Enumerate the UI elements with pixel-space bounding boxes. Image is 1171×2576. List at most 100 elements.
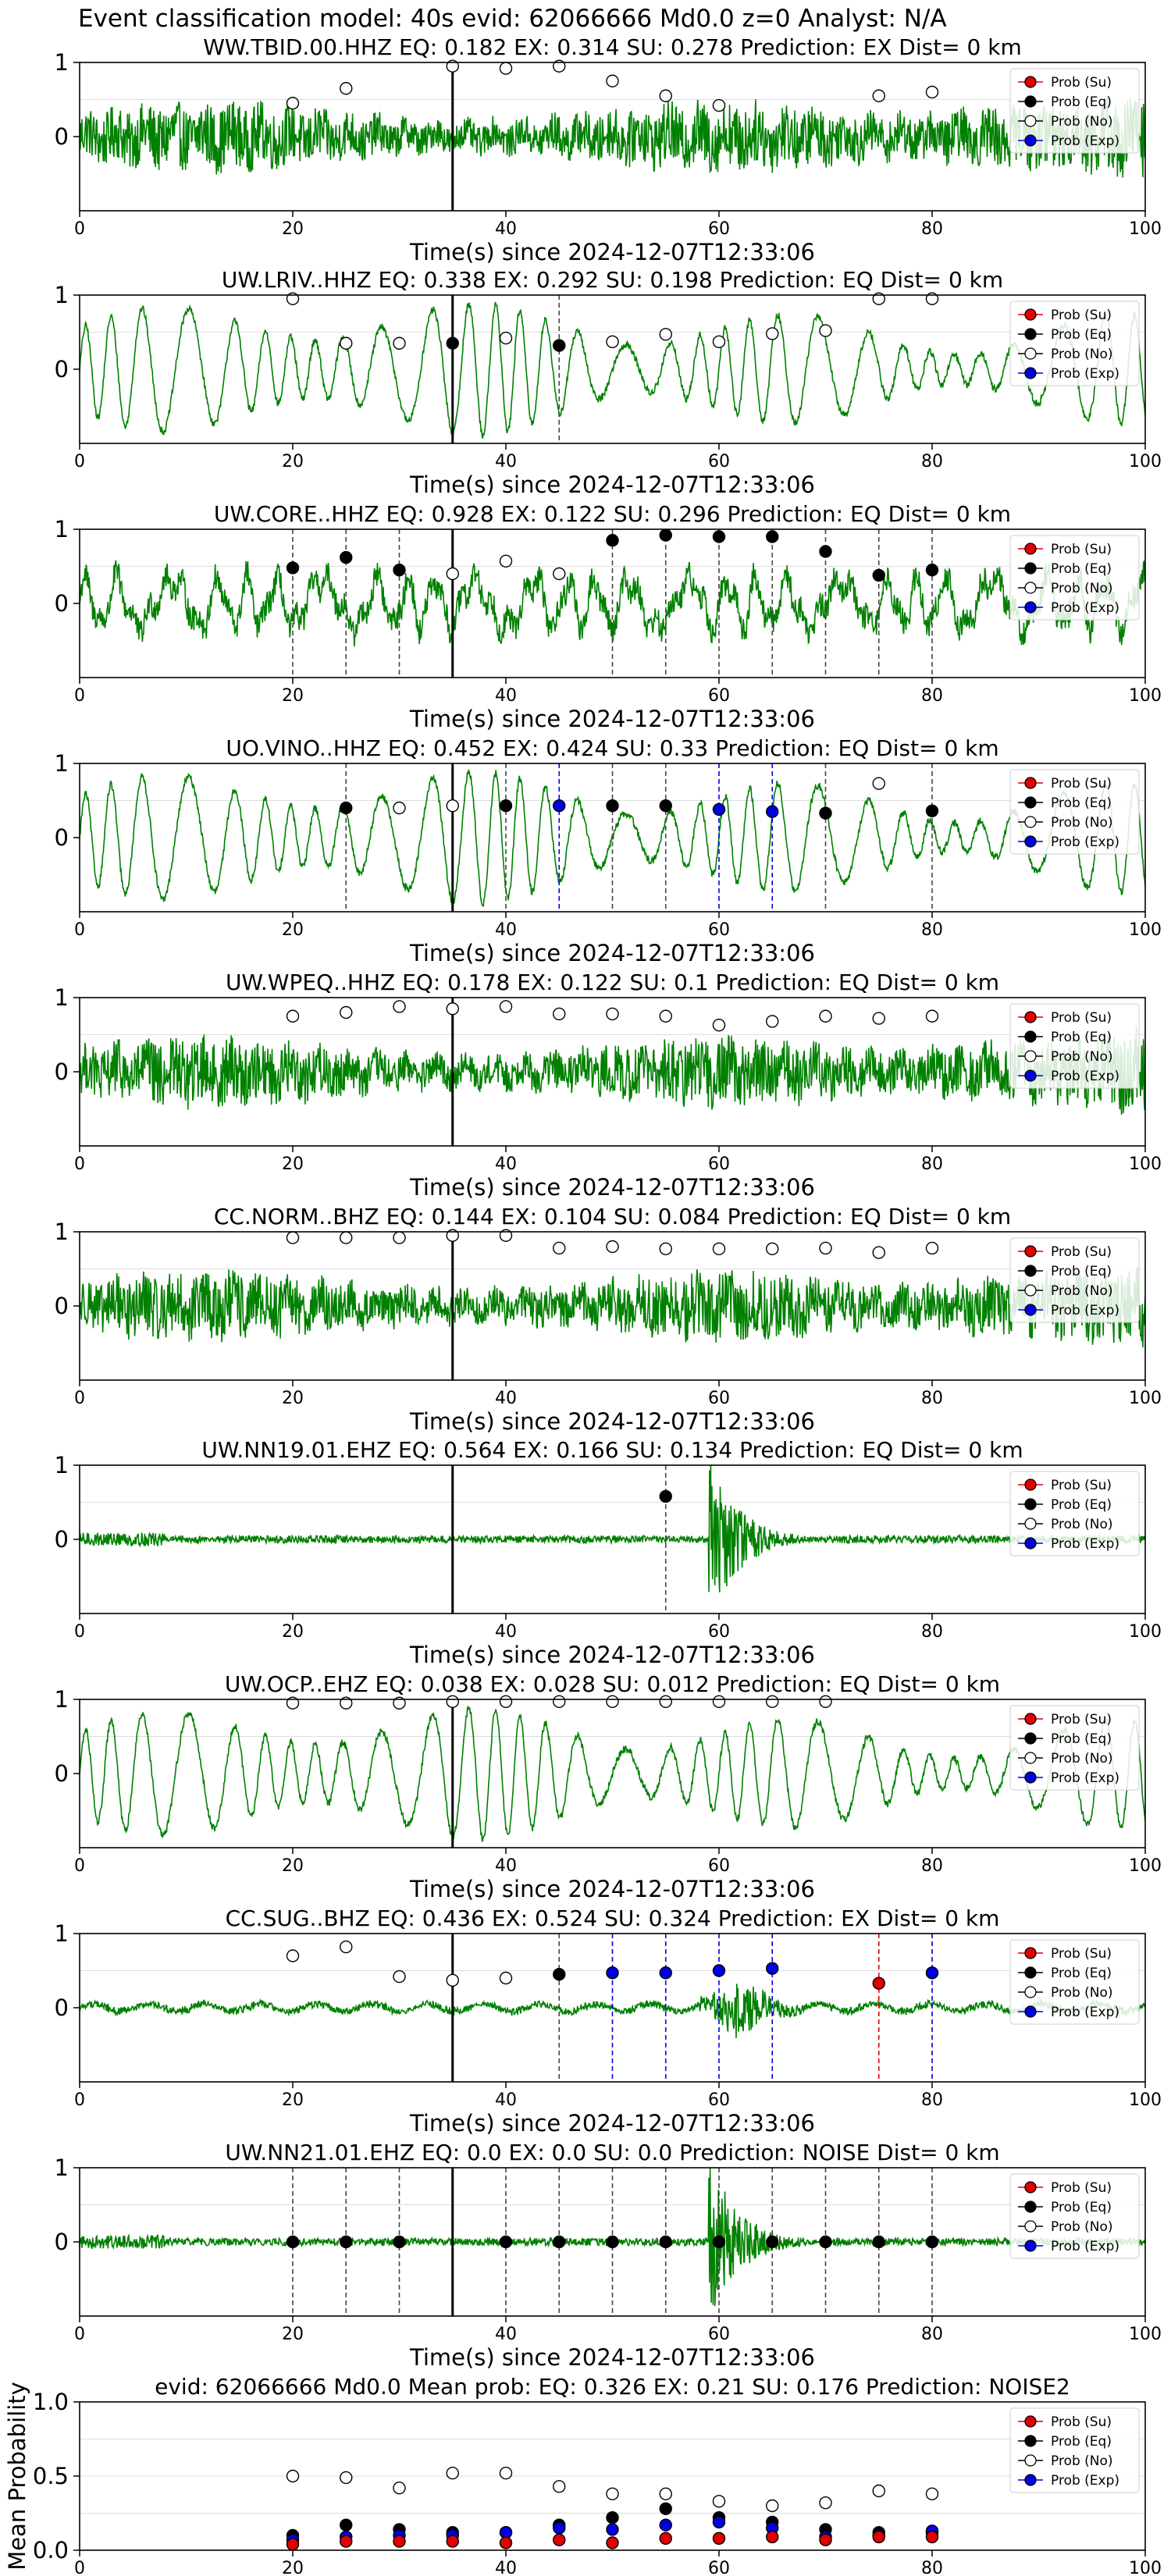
prob-point-no xyxy=(766,1242,779,1256)
panel-title: UW.OCP..EHZ EQ: 0.038 EX: 0.028 SU: 0.01… xyxy=(225,1671,1000,1697)
legend-label: Prob (Exp) xyxy=(1051,1303,1119,1318)
x-tick-label: 40 xyxy=(495,1856,517,1876)
x-tick-label: 80 xyxy=(921,1856,943,1876)
prob-point-exp xyxy=(553,799,566,813)
legend-box xyxy=(1009,1237,1140,1323)
prob-point-no xyxy=(393,1696,406,1710)
mean-prob-point-eq xyxy=(606,2510,619,2524)
prob-point-eq xyxy=(659,1489,672,1503)
x-tick-label: 20 xyxy=(282,2325,304,2344)
panel-title: UW.NN19.01.EHZ EQ: 0.564 EX: 0.166 SU: 0… xyxy=(201,1437,1023,1463)
legend-label: Prob (No) xyxy=(1051,2453,1113,2469)
prob-point-no xyxy=(819,324,832,337)
prob-point-exp xyxy=(766,805,779,818)
legend-label: Prob (Eq) xyxy=(1051,1966,1112,1981)
legend-marker-exp xyxy=(1024,2240,1037,2252)
prob-point-no xyxy=(766,1695,779,1709)
prob-point-no xyxy=(499,1971,513,1985)
prob-point-eq xyxy=(925,564,939,577)
legend-marker-no xyxy=(1024,115,1037,127)
x-tick-label: 40 xyxy=(495,686,517,706)
prob-point-no xyxy=(819,1695,832,1709)
legend-label: Prob (No) xyxy=(1051,581,1113,596)
prob-point-no xyxy=(393,1969,406,1984)
legend-marker-exp xyxy=(1024,1771,1037,1784)
legend-marker-eq xyxy=(1024,1732,1037,1745)
legend-label: Prob (Su) xyxy=(1051,75,1112,91)
prob-point-no xyxy=(286,97,300,110)
panel-title: CC.SUG..BHZ EQ: 0.436 EX: 0.524 SU: 0.32… xyxy=(226,1905,1000,1931)
panel-title: UO.VINO..HHZ EQ: 0.452 EX: 0.424 SU: 0.3… xyxy=(226,735,998,761)
waveform-panel: UW.LRIV..HHZ EQ: 0.338 EX: 0.292 SU: 0.1… xyxy=(55,267,1162,498)
mean-prob-point-exp xyxy=(606,2523,619,2536)
prob-point-no xyxy=(712,1695,726,1709)
prob-point-no xyxy=(925,292,939,305)
waveform-trace xyxy=(80,301,1145,439)
legend-label: Prob (Su) xyxy=(1051,308,1112,323)
x-tick-label: 20 xyxy=(282,219,304,239)
mean-prob-point-su xyxy=(286,2538,300,2551)
mean-prob-point-no xyxy=(393,2481,406,2495)
y-tick-label: 0 xyxy=(55,1059,69,1085)
legend-box xyxy=(1009,301,1140,386)
prob-point-no xyxy=(553,567,566,581)
legend-box xyxy=(1009,2173,1140,2259)
x-tick-label: 80 xyxy=(921,1155,943,1174)
x-tick-label: 100 xyxy=(1129,1856,1162,1876)
x-tick-label: 20 xyxy=(282,1389,304,1408)
x-tick-label: 60 xyxy=(708,1856,730,1876)
x-tick-label: 60 xyxy=(708,1155,730,1174)
legend: Prob (Su) Prob (Eq) Prob (No) Prob (Exp) xyxy=(1009,1939,1140,2025)
panel-title: UW.WPEQ..HHZ EQ: 0.178 EX: 0.122 SU: 0.1… xyxy=(226,970,999,995)
x-axis-label: Time(s) since 2024-12-07T12:33:06 xyxy=(409,940,815,966)
prob-point-no xyxy=(819,1009,832,1023)
y-tick-label: 1 xyxy=(55,282,69,308)
legend-box xyxy=(1009,2407,1140,2493)
mean-prob-point-su xyxy=(606,2536,619,2549)
prob-point-no xyxy=(819,1241,832,1255)
legend-label: Prob (Su) xyxy=(1051,1712,1112,1727)
prob-point-eq xyxy=(286,561,300,575)
prob-point-eq xyxy=(393,2235,406,2249)
prob-point-eq xyxy=(659,528,672,542)
x-tick-label: 20 xyxy=(282,1856,304,1876)
prob-point-eq xyxy=(606,799,619,813)
y-tick-label: 1 xyxy=(55,1686,69,1713)
legend-marker-exp xyxy=(1024,1537,1037,1550)
legend-marker-su xyxy=(1024,1011,1037,1023)
x-tick-label: 60 xyxy=(708,686,730,706)
prob-point-exp xyxy=(712,1964,726,1977)
y-tick-label: 1 xyxy=(55,1920,69,1947)
mean-prob-point-no xyxy=(872,2484,885,2498)
legend: Prob (Su) Prob (Eq) Prob (No) Prob (Exp) xyxy=(1009,1003,1140,1089)
mean-prob-point-su xyxy=(340,2535,353,2548)
x-tick-label: 20 xyxy=(282,686,304,706)
x-tick-label: 100 xyxy=(1129,2090,1162,2110)
prob-point-exp xyxy=(925,1966,939,1980)
legend-marker-no xyxy=(1024,1986,1037,1998)
legend-label: Prob (Eq) xyxy=(1051,2434,1112,2450)
legend-label: Prob (Eq) xyxy=(1051,1731,1112,1747)
prob-point-no xyxy=(499,1229,513,1242)
legend-marker-eq xyxy=(1024,328,1037,340)
legend-marker-no xyxy=(1024,582,1037,594)
legend-box xyxy=(1009,1471,1140,1557)
x-axis-label: Time(s) since 2024-12-07T12:33:06 xyxy=(409,1642,815,1668)
legend-label: Prob (Exp) xyxy=(1051,2005,1119,2020)
mean-prob-point-eq xyxy=(659,2502,672,2516)
prob-point-no xyxy=(712,335,726,349)
x-tick-label: 100 xyxy=(1129,1155,1162,1174)
prob-point-no xyxy=(553,59,566,73)
legend-marker-eq xyxy=(1024,1265,1037,1277)
prob-point-no xyxy=(286,292,300,305)
prob-point-no xyxy=(446,1229,459,1242)
y-tick-label: 0 xyxy=(55,1994,69,2021)
prob-point-no xyxy=(659,1242,672,1256)
legend-label: Prob (Su) xyxy=(1051,2414,1112,2430)
prob-point-no xyxy=(925,85,939,99)
legend: Prob (Su) Prob (Eq) Prob (No) Prob (Exp) xyxy=(1009,1705,1140,1791)
mean-prob-point-su xyxy=(393,2535,406,2548)
mean-prob-point-no xyxy=(819,2496,832,2510)
panel-title: CC.NORM..BHZ EQ: 0.144 EX: 0.104 SU: 0.0… xyxy=(214,1204,1011,1229)
prob-point-no xyxy=(393,1231,406,1244)
